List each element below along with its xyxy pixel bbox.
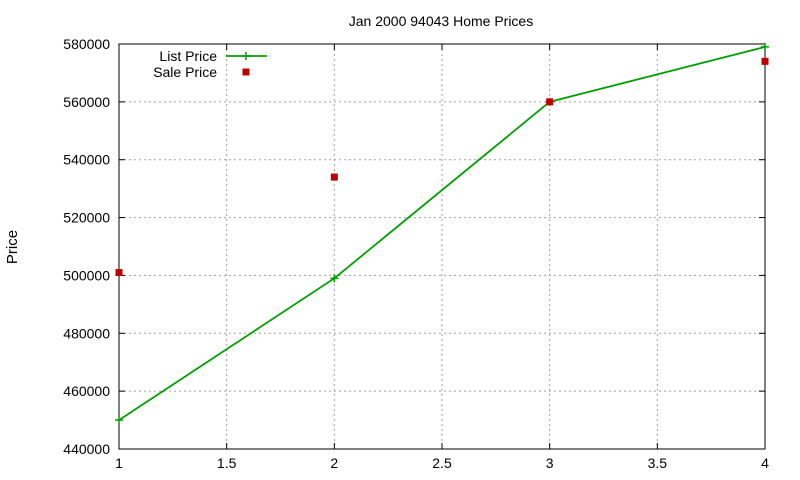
y-tick-label: 500000 xyxy=(63,267,110,283)
data-point xyxy=(330,274,339,283)
y-tick-label: 480000 xyxy=(63,325,110,341)
y-tick-label: 580000 xyxy=(63,36,110,52)
legend-label: List Price xyxy=(159,48,217,64)
y-axis-label: Price xyxy=(4,230,21,264)
chart-title: Jan 2000 94043 Home Prices xyxy=(349,13,533,29)
data-point xyxy=(761,57,769,65)
ticks: 440000 460000 480000 500000 520000 540000 5600… xyxy=(63,36,769,471)
y-tick-label: 440000 xyxy=(63,441,110,457)
legend-marker xyxy=(242,52,250,60)
x-tick-label: 3.5 xyxy=(648,455,668,471)
x-tick-label: 1.5 xyxy=(217,455,237,471)
x-tick-label: 2 xyxy=(330,455,338,471)
series-line xyxy=(118,46,766,421)
grid xyxy=(119,44,765,449)
x-tick-label: 4 xyxy=(761,455,769,471)
x-tick-label: 3 xyxy=(546,455,554,471)
y-tick-label: 560000 xyxy=(63,94,110,110)
x-tick-label: 2.5 xyxy=(432,455,452,471)
y-tick-label: 460000 xyxy=(63,383,110,399)
plot-frame xyxy=(118,43,766,450)
legend-label: Sale Price xyxy=(153,64,217,80)
data-point xyxy=(115,269,123,277)
y-tick-label: 540000 xyxy=(63,152,110,168)
series-sale-price xyxy=(115,57,769,277)
data-point xyxy=(330,173,338,181)
data-point xyxy=(115,416,123,425)
series-layer xyxy=(115,42,769,425)
x-tick-label: 1 xyxy=(115,455,123,471)
legend-marker xyxy=(242,68,250,76)
data-point xyxy=(761,42,769,51)
y-tick-label: 520000 xyxy=(63,210,110,226)
data-point xyxy=(546,98,554,106)
